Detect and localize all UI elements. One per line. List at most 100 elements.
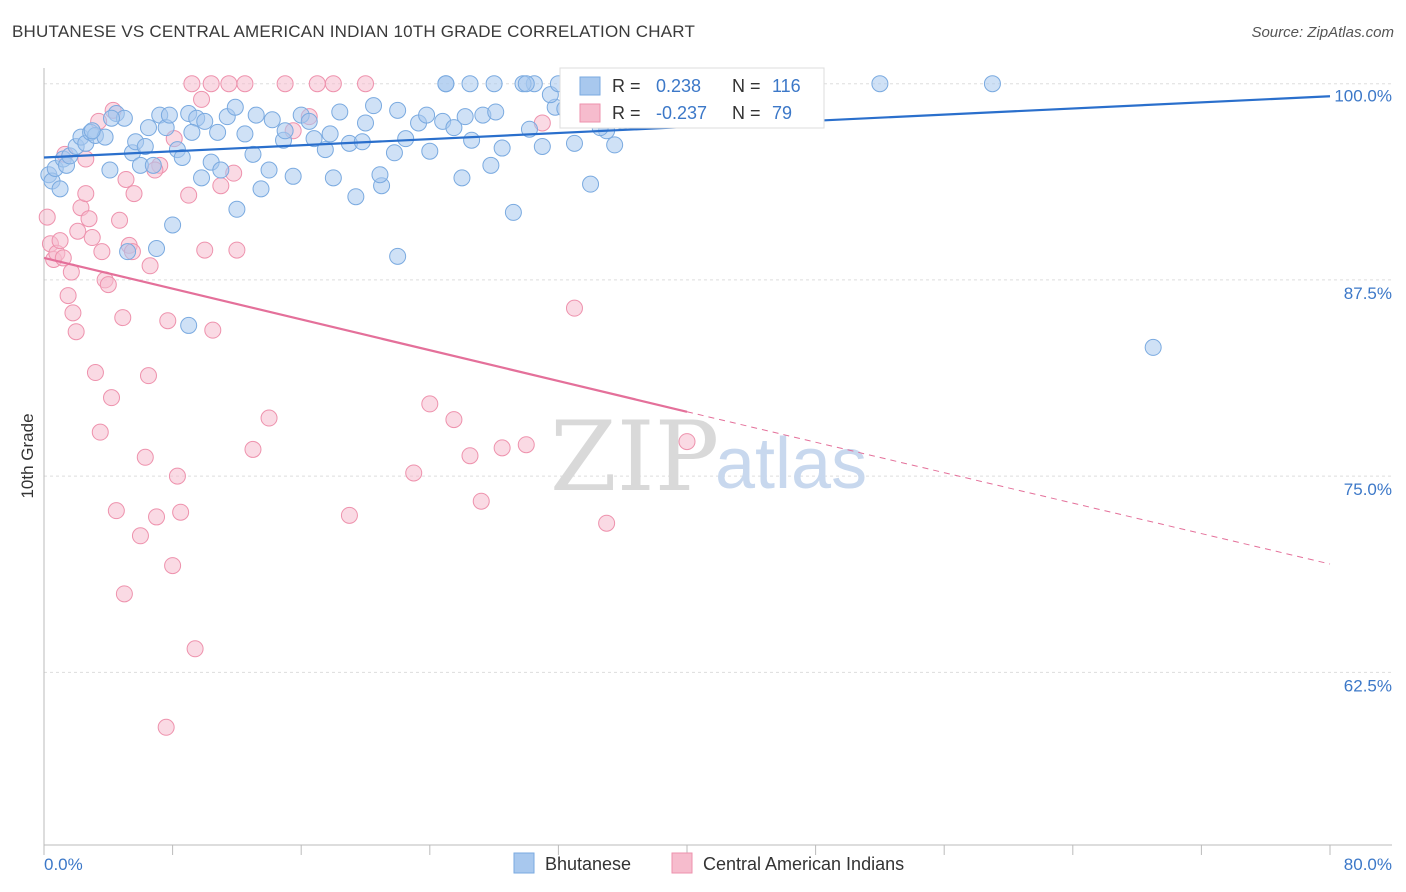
- bhutanese-point: [456, 108, 474, 126]
- bhutanese-point: [347, 188, 365, 206]
- bhutanese-point: [212, 161, 230, 179]
- central-american-indians-point: [38, 208, 56, 226]
- bhutanese-point: [389, 247, 407, 265]
- bhutanese-point: [324, 169, 342, 187]
- central-american-indians-point: [598, 514, 616, 532]
- bottom-legend-swatch-central-american-indians: [671, 852, 693, 874]
- watermark: ZIP atlas: [550, 401, 867, 513]
- central-american-indians-point: [67, 323, 85, 341]
- central-american-indians-point: [472, 492, 490, 510]
- y-axis-title: 10th Grade: [18, 413, 37, 498]
- central-american-indians-point: [228, 241, 246, 259]
- bhutanese-point: [463, 131, 481, 149]
- legend-swatch-blue: [579, 76, 601, 96]
- bhutanese-point: [209, 123, 227, 141]
- central-american-indians-point: [276, 75, 294, 93]
- bhutanese-point: [276, 122, 294, 140]
- bhutanese-point: [487, 103, 505, 121]
- central-american-indians-point: [159, 312, 177, 330]
- central-american-indians-point: [91, 423, 109, 441]
- x-tick-label-min: 0.0%: [44, 855, 83, 874]
- central-american-indians-point: [172, 503, 190, 521]
- bhutanese-point: [983, 75, 1001, 93]
- central-american-indians-point: [186, 640, 204, 658]
- central-american-indians-point: [86, 364, 104, 382]
- central-american-indians-point: [236, 75, 254, 93]
- central-american-indians-point: [220, 75, 238, 93]
- bhutanese-point: [160, 106, 178, 124]
- legend-r-label-2: R =: [612, 103, 641, 123]
- bhutanese-point: [582, 175, 600, 193]
- bhutanese-point: [482, 156, 500, 174]
- bhutanese-point: [533, 137, 551, 155]
- central-american-indians-point: [445, 411, 463, 429]
- central-american-indians-point: [77, 185, 95, 203]
- bhutanese-point: [316, 141, 334, 159]
- chart-source: Source: ZipAtlas.com: [1251, 24, 1394, 41]
- central-american-indians-point: [493, 439, 511, 457]
- bhutanese-point: [51, 180, 69, 198]
- central-american-indians-point: [136, 448, 154, 466]
- central-american-indians-point: [324, 75, 342, 93]
- y-tick-labels: 62.5% 75.0% 87.5% 100.0%: [1334, 87, 1392, 696]
- watermark-atlas: atlas: [715, 424, 867, 504]
- bhutanese-point: [445, 119, 463, 137]
- bhutanese-point: [164, 216, 182, 234]
- bhutanese-point: [305, 130, 323, 148]
- central-american-indians-point: [340, 506, 358, 524]
- central-american-indians-point: [148, 508, 166, 526]
- central-american-indians-point: [93, 243, 111, 261]
- bhutanese-point: [284, 167, 302, 185]
- central-american-indians-points: [38, 75, 696, 736]
- central-american-indians-point: [69, 222, 87, 240]
- y-tick-label: 62.5%: [1344, 676, 1392, 695]
- bhutanese-point: [421, 142, 439, 160]
- bhutanese-point: [244, 145, 262, 163]
- central-american-indians-point: [103, 389, 121, 407]
- bhutanese-point: [385, 144, 403, 162]
- watermark-zip: ZIP: [550, 401, 719, 513]
- central-american-indians-point: [678, 433, 696, 451]
- central-american-indians-point: [405, 464, 423, 482]
- bhutanese-point: [461, 75, 479, 93]
- bhutanese-point: [485, 75, 503, 93]
- central-american-indians-point: [212, 177, 230, 195]
- central-american-indians-point: [193, 90, 211, 108]
- central-american-indians-point: [125, 185, 143, 203]
- bottom-legend-swatch-bhutanese: [513, 852, 535, 874]
- central-american-indians-point: [357, 75, 374, 93]
- bhutanese-point: [453, 169, 471, 187]
- legend-n-value-2: 79: [772, 103, 792, 123]
- legend-box: [559, 67, 825, 129]
- central-american-indians-point: [107, 502, 125, 520]
- bhutanese-point: [871, 75, 889, 93]
- central-american-indians-point: [421, 395, 439, 413]
- legend-r-label-1: R =: [612, 76, 641, 96]
- bhutanese-point: [193, 169, 211, 187]
- x-ticks: [43, 845, 1331, 855]
- central-american-indians-point: [117, 170, 135, 188]
- central-american-indians-point: [99, 276, 117, 294]
- legend-swatch-pink: [579, 103, 601, 123]
- central-american-indians-point: [114, 309, 132, 327]
- legend-n-label-1: N =: [732, 76, 761, 96]
- bhutanese-point: [1144, 338, 1162, 356]
- grid-lines: [44, 83, 1392, 673]
- legend-r-value-2: -0.237: [656, 103, 707, 123]
- y-tick-label: 100.0%: [1334, 87, 1392, 106]
- bhutanese-point: [119, 243, 137, 261]
- bhutanese-point: [517, 75, 535, 93]
- bhutanese-point: [365, 97, 383, 115]
- y-tick-label: 87.5%: [1344, 284, 1392, 303]
- bottom-legend-label-central-american-indians: Central American Indians: [703, 854, 904, 874]
- chart-title: BHUTANESE VS CENTRAL AMERICAN INDIAN 10T…: [12, 22, 696, 41]
- central-american-indians-point: [80, 210, 98, 228]
- central-american-indians-point: [461, 447, 479, 465]
- central-american-indians-point: [164, 557, 182, 575]
- legend-r-value-1: 0.238: [656, 76, 701, 96]
- central-american-indians-point: [183, 75, 201, 93]
- central-american-indians-point: [115, 585, 133, 603]
- bhutanese-point: [321, 125, 339, 143]
- bhutanese-point: [226, 98, 244, 116]
